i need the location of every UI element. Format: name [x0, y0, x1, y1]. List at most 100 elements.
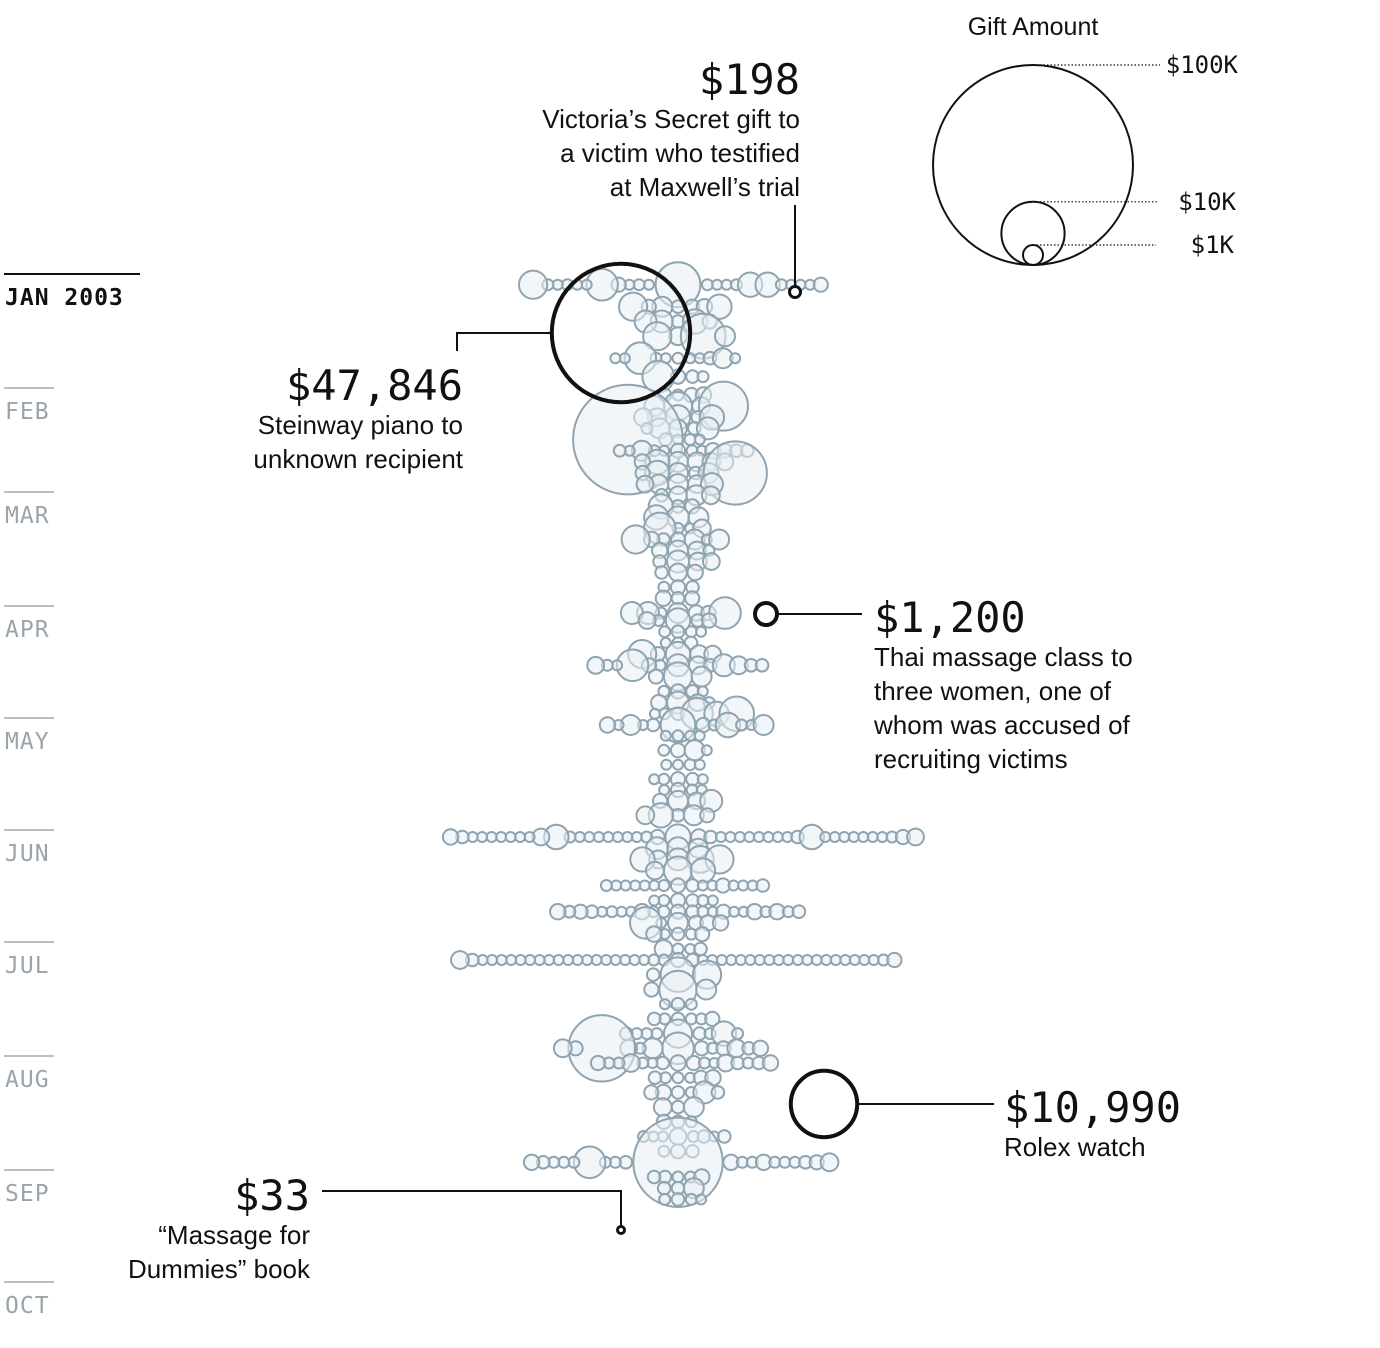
gift-bubble — [690, 665, 713, 688]
month-label: JUN — [5, 841, 50, 867]
gift-bubble — [645, 860, 665, 881]
gift-bubble — [755, 878, 771, 893]
annotation-marker — [616, 1225, 626, 1235]
gift-bubble — [704, 1010, 721, 1028]
annotation-marker — [753, 601, 779, 627]
annotation-description: Dummies” book — [128, 1254, 311, 1284]
annotation-description: unknown recipient — [253, 444, 463, 474]
gift-bubble — [669, 877, 687, 894]
legend-circle — [932, 64, 1134, 266]
gift-bubble — [518, 269, 549, 300]
gift-bubble — [672, 758, 684, 771]
gift-bubble — [645, 925, 663, 943]
gift-bubble — [701, 612, 718, 629]
annotation-leader — [456, 332, 551, 351]
gift-bubble — [612, 443, 627, 458]
gift-bubble — [706, 894, 719, 907]
gift-bubble — [620, 524, 651, 555]
annotation-leader — [322, 1190, 622, 1226]
month-label: AUG — [5, 1067, 50, 1093]
annotation-description: Rolex watch — [1004, 1132, 1146, 1162]
gift-bubble — [657, 743, 671, 757]
month-label: FEB — [5, 399, 50, 425]
gift-bubble — [700, 744, 713, 757]
gift-bubbles — [441, 261, 925, 1209]
month-label: APR — [5, 617, 50, 643]
annotation-description: recruiting victims — [874, 744, 1068, 774]
annotation-marker — [788, 1068, 860, 1140]
legend-circle — [1022, 244, 1044, 266]
annotation-amount: $1,200 — [874, 593, 1026, 642]
gift-bubble — [652, 1097, 673, 1117]
gift-bubble — [684, 590, 701, 607]
gift-bubble — [670, 926, 686, 942]
gift-bubble — [754, 658, 770, 673]
annotation-amount: $47,846 — [286, 361, 463, 410]
gift-bubble — [642, 321, 673, 352]
gift-bubble — [714, 325, 736, 348]
annotation-description: “Massage for — [158, 1220, 310, 1250]
annotation: $33“Massage for Dummies” book — [128, 1171, 626, 1284]
gift-bubble — [682, 1096, 705, 1119]
gift-bubble — [654, 589, 673, 607]
gift-bubble — [549, 903, 567, 921]
gift-bubble — [702, 552, 721, 571]
gift-bubble — [693, 729, 706, 742]
month-label: OCT — [5, 1293, 50, 1319]
gift-bubble — [812, 276, 829, 293]
gift-bubble — [643, 981, 660, 998]
gift-bubble — [708, 528, 731, 551]
annotation-marker — [549, 261, 693, 405]
gift-bubble — [589, 1054, 607, 1072]
gift-bubble — [671, 351, 685, 365]
size-legend: Gift Amount $100K $10K $1K — [932, 13, 1239, 266]
gift-bubble — [752, 714, 775, 736]
legend-label: $1K — [1191, 231, 1235, 259]
gift-bubble — [648, 707, 661, 720]
month-label: MAY — [5, 729, 50, 755]
gift-bubble — [648, 773, 661, 786]
gift-bubble — [668, 562, 688, 583]
annotation-description: Steinway piano to — [258, 410, 463, 440]
gift-bubble — [648, 894, 661, 907]
legend-label: $10K — [1178, 188, 1236, 216]
gift-bubble — [710, 1085, 726, 1100]
gift-bubble — [635, 474, 655, 494]
gift-bubble — [599, 879, 613, 892]
gift-bubble — [658, 1192, 672, 1206]
gift-bubble — [658, 625, 672, 639]
gift-bubble — [656, 1180, 672, 1196]
gift-bubble — [684, 997, 698, 1011]
legend-title: Gift Amount — [968, 13, 1099, 41]
gift-bubble — [731, 1027, 745, 1041]
gift-bubble — [696, 773, 709, 786]
month-label: JAN 2003 — [5, 285, 124, 311]
gift-bubble — [696, 370, 710, 384]
gift-bubble — [669, 742, 687, 759]
month-axis: JAN 2003 FEB MAR APR MAY JUN JUL AUG SEP OCT — [4, 273, 140, 1319]
gift-bubble — [646, 1169, 662, 1185]
annotation-description: Victoria’s Secret gift to — [542, 104, 800, 134]
gift-bubble — [654, 565, 669, 580]
annotation-amount: $198 — [699, 55, 800, 104]
gift-bubble — [670, 1085, 686, 1100]
legend-label: $100K — [1166, 51, 1239, 79]
gift-bubble — [701, 485, 721, 506]
gift-bubble — [699, 807, 716, 824]
gift-bubble — [659, 729, 672, 742]
annotation-description: at Maxwell’s trial — [610, 172, 800, 202]
gift-bubble — [450, 950, 470, 970]
gift-bubble — [670, 996, 686, 1012]
month-label: JUL — [5, 953, 50, 979]
gift-bubble — [441, 828, 460, 846]
gift-bubble — [658, 998, 671, 1011]
annotation-description: a victim who testified — [560, 138, 800, 168]
gift-bubble — [706, 293, 733, 320]
gift-bubble — [694, 926, 711, 943]
annotation-marker — [788, 285, 802, 299]
gift-bubble — [695, 978, 718, 1001]
